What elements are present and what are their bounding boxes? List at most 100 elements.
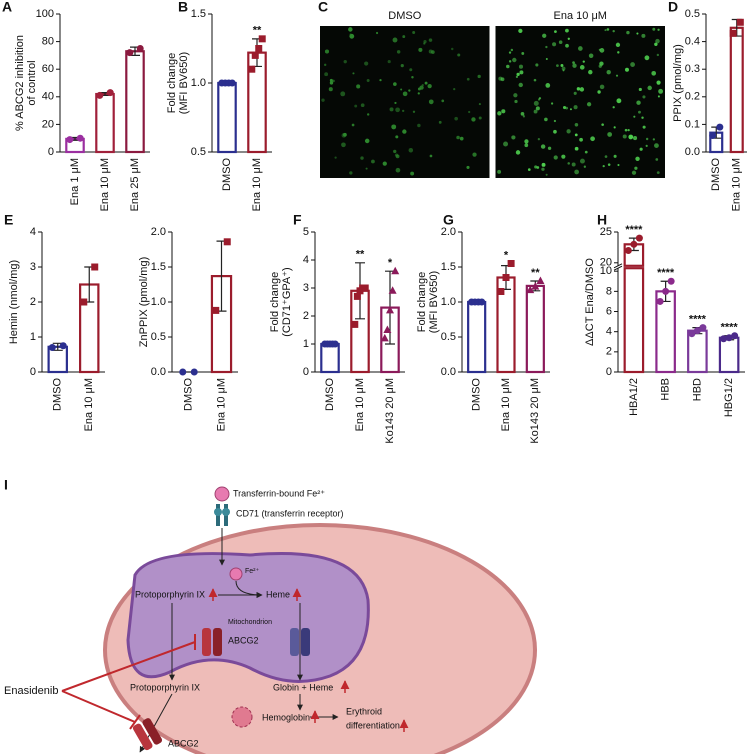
cell-dot (537, 98, 541, 101)
bar (95, 92, 115, 154)
data-point (725, 334, 733, 342)
cell-dot (402, 35, 406, 39)
micrograph (320, 26, 490, 178)
cell-dot (565, 43, 569, 48)
cell-dot (356, 84, 361, 89)
cell-dot (599, 61, 604, 66)
cell-dot (571, 162, 576, 167)
bar (525, 284, 545, 374)
cell-dot (579, 65, 585, 70)
cell-dot (343, 60, 347, 64)
panel-label: C (318, 0, 328, 15)
x-tick-label: HBG1/2 (723, 378, 735, 417)
cell-dot (601, 123, 604, 126)
y-axis-label: Fold change (416, 272, 428, 333)
y-tick-label: 0.0 (441, 366, 456, 378)
data-point (212, 306, 220, 314)
significance: **** (625, 224, 643, 236)
y-tick-label: 3 (303, 282, 309, 294)
data-point (391, 266, 400, 275)
cell-dot (324, 72, 329, 77)
data-point (76, 134, 84, 142)
cell-dot (402, 109, 405, 113)
y-tick-label: 0.0 (151, 366, 166, 378)
cell-dot (588, 53, 594, 59)
cell-dot (599, 48, 605, 53)
y-tick-label: 0.2 (685, 91, 700, 103)
data-point (699, 324, 707, 332)
data-point (353, 292, 361, 300)
data-point (80, 298, 88, 306)
cell-dot (395, 167, 401, 173)
cell-dot (604, 29, 607, 32)
cell-dot (602, 164, 605, 168)
x-tick-label: Ko143 20 μM (384, 378, 396, 444)
cell-dot (466, 77, 470, 81)
cell-dot (574, 133, 578, 137)
cell-dot (508, 60, 512, 63)
data-point (388, 286, 397, 294)
cell-dot (468, 110, 471, 114)
cell-dot (352, 72, 355, 75)
cell-dot (408, 89, 411, 92)
cell-dot (652, 138, 655, 141)
y-tick-label: 0 (48, 146, 54, 158)
cell-dot (574, 169, 580, 175)
y-axis-label: (CD71⁺GPA⁺) (281, 267, 293, 336)
cell-dot (428, 99, 434, 105)
cell-dot (607, 132, 613, 137)
x-tick-label: DMSO (182, 378, 194, 411)
label: Enasidenib (4, 685, 58, 697)
cell-dot (521, 52, 525, 55)
cell-dot (617, 163, 620, 167)
data-point (361, 284, 369, 292)
cell-dot (478, 116, 482, 120)
y-tick-label: 0.5 (191, 146, 206, 158)
cell-dot (558, 40, 563, 44)
cell-dot (429, 154, 433, 158)
cell-dot (522, 115, 526, 118)
cell-dot (349, 171, 353, 175)
label: ABCG2 (168, 738, 199, 748)
cell-dot (477, 74, 481, 79)
cell-dot (395, 135, 399, 139)
cell-dot (607, 163, 611, 166)
cell-dot (515, 75, 519, 79)
label: Hemoglobin (262, 712, 310, 722)
data-point (96, 91, 104, 99)
label: Erythroid (346, 706, 382, 716)
iron-icon (214, 486, 230, 502)
cell-dot (535, 63, 539, 67)
y-axis-label: ZnPPIX (pmol/mg) (138, 257, 150, 347)
y-tick-label: 0 (30, 366, 36, 378)
cell-dot (402, 91, 408, 97)
cell-dot (561, 154, 566, 159)
cell-dot (634, 166, 638, 170)
cell-dot (537, 138, 541, 141)
x-tick-label: Ena 10 μM (99, 158, 111, 211)
data-point (662, 287, 670, 295)
cell-dot (572, 63, 577, 68)
cell-dot (582, 60, 585, 63)
y-tick-label: 0.1 (685, 118, 700, 130)
y-tick-label: 0.5 (151, 331, 166, 343)
cell-dot (418, 47, 423, 52)
cell-dot (567, 162, 570, 165)
heme-transporter (290, 628, 310, 656)
cell-dot (471, 117, 476, 122)
data-point (502, 274, 510, 281)
cell-dot (613, 126, 616, 129)
cell-dot (613, 154, 617, 158)
cell-dot (497, 111, 502, 116)
cell-dot (394, 101, 397, 105)
cell-dot (645, 137, 649, 141)
cell-dot (366, 113, 370, 116)
cell-dot (324, 63, 327, 67)
cell-dot (572, 61, 575, 64)
data-point (656, 297, 664, 305)
cell-dot (497, 169, 502, 174)
data-point (693, 327, 701, 335)
cell-dot (545, 45, 548, 49)
bar (320, 342, 340, 374)
inhibition-line (61, 690, 141, 730)
